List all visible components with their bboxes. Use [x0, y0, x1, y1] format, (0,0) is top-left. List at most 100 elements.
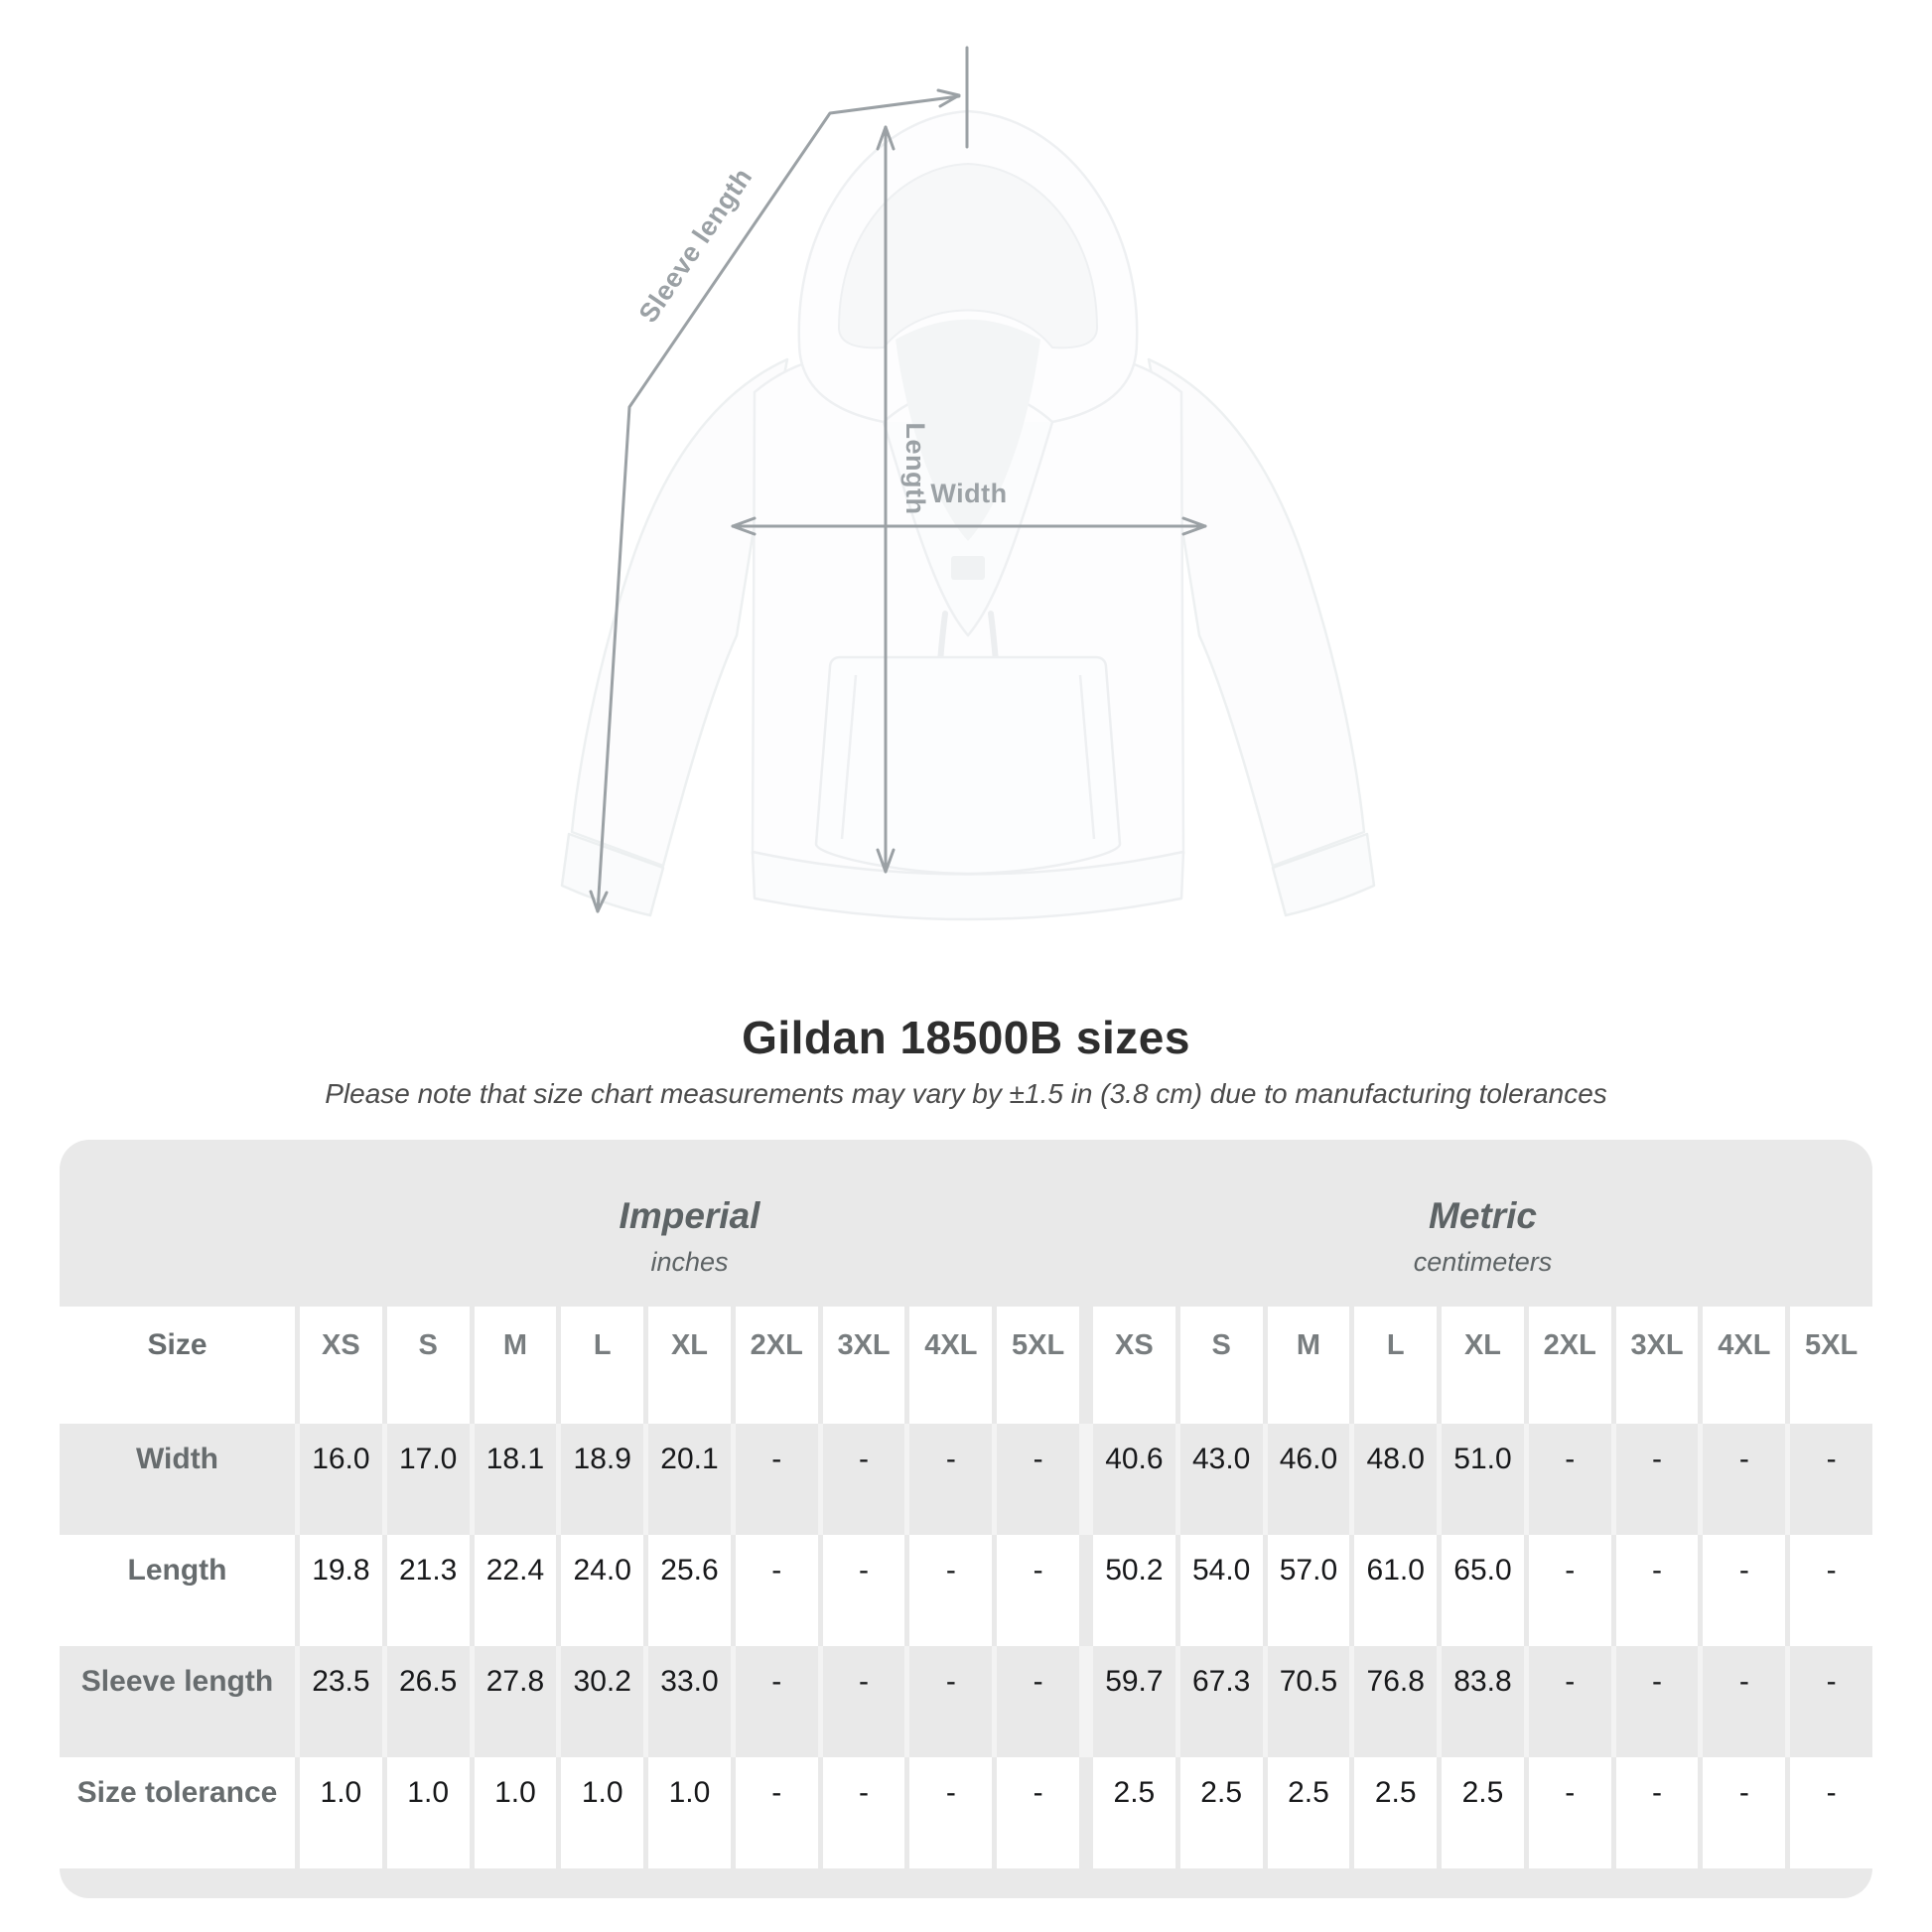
value-cell: 2.5: [1354, 1757, 1438, 1868]
hoodie-shape: [560, 109, 1376, 921]
value-cell: 1.0: [561, 1757, 644, 1868]
size-column-header: XL: [1442, 1307, 1524, 1424]
value-cell: 46.0: [1267, 1424, 1350, 1535]
size-column-header: M: [1267, 1307, 1350, 1424]
row-length: Length 19.8 21.3 22.4 24.0 25.6- - - -50.2 54.0 5…: [60, 1535, 1872, 1646]
row-label-length: Length: [60, 1535, 295, 1646]
page-title: Gildan 18500B sizes: [742, 1012, 1190, 1063]
size-column-header: XS: [1093, 1307, 1175, 1424]
value-cell: 48.0: [1354, 1424, 1438, 1535]
row-label-sleeve-length: Sleeve length: [60, 1646, 295, 1757]
size-column-header: S: [386, 1307, 470, 1424]
value-cell: 24.0: [561, 1535, 644, 1646]
value-cell: 83.8: [1442, 1646, 1524, 1757]
size-column-header: M: [474, 1307, 557, 1424]
value-cell: -: [997, 1646, 1079, 1757]
value-cell: 25.6: [648, 1535, 731, 1646]
value-cell: 33.0: [648, 1646, 731, 1757]
size-column-header: 3XL: [1615, 1307, 1699, 1424]
section-header-row: Imperial inches Metric centimeters: [60, 1140, 1872, 1307]
length-label: Length: [900, 423, 930, 515]
value-cell: -: [1703, 1535, 1786, 1646]
value-cell: -: [822, 1646, 905, 1757]
value-cell: -: [909, 1757, 993, 1868]
value-cell: -: [909, 1424, 993, 1535]
value-cell: 2.5: [1093, 1757, 1175, 1868]
value-cell: 1.0: [386, 1757, 470, 1868]
size-column-header: XL: [648, 1307, 731, 1424]
size-column-header: 4XL: [909, 1307, 993, 1424]
size-column-header: L: [561, 1307, 644, 1424]
value-cell: 65.0: [1442, 1535, 1524, 1646]
value-cell: 54.0: [1179, 1535, 1263, 1646]
size-column-header: XS: [300, 1307, 382, 1424]
header-row: Size XS S M L XL 2XL 3XL 4XL 5XL XS S M L XL 2XL 3XL 4XL…: [60, 1307, 1872, 1424]
value-cell: -: [735, 1424, 818, 1535]
size-column-header: 3XL: [822, 1307, 905, 1424]
value-cell: -: [735, 1757, 818, 1868]
value-cell: 1.0: [474, 1757, 557, 1868]
size-column-header: 4XL: [1703, 1307, 1786, 1424]
value-cell: -: [1790, 1424, 1872, 1535]
section-metric-unit: centimeters: [1413, 1247, 1553, 1277]
value-cell: 1.0: [648, 1757, 731, 1868]
hoodie-illustration: Sleeve length Length Width: [560, 46, 1376, 921]
section-imperial: Imperial inches: [300, 1140, 1079, 1307]
value-cell: -: [735, 1535, 818, 1646]
value-cell: -: [909, 1646, 993, 1757]
value-cell: 76.8: [1354, 1646, 1438, 1757]
size-column-header: 2XL: [735, 1307, 818, 1424]
value-cell: -: [1703, 1424, 1786, 1535]
value-cell: 67.3: [1179, 1646, 1263, 1757]
value-cell: 26.5: [386, 1646, 470, 1757]
value-cell: 20.1: [648, 1424, 731, 1535]
row-size-tolerance: Size tolerance 1.0 1.0 1.0 1.0 1.0- - - -2.5 2.5…: [60, 1757, 1872, 1868]
value-cell: 57.0: [1267, 1535, 1350, 1646]
value-cell: 22.4: [474, 1535, 557, 1646]
value-cell: 2.5: [1179, 1757, 1263, 1868]
row-width: Width 16.0 17.0 18.1 18.9 20.1- - - -40.6 43.0 46…: [60, 1424, 1872, 1535]
value-cell: 1.0: [300, 1757, 382, 1868]
size-column-header: S: [1179, 1307, 1263, 1424]
value-cell: 50.2: [1093, 1535, 1175, 1646]
table-footer: [60, 1868, 1872, 1898]
value-cell: 2.5: [1267, 1757, 1350, 1868]
value-cell: -: [1615, 1757, 1699, 1868]
value-cell: -: [1790, 1757, 1872, 1868]
size-column-header: 5XL: [1790, 1307, 1872, 1424]
value-cell: 27.8: [474, 1646, 557, 1757]
group-spacer: [1084, 1307, 1088, 1424]
value-cell: -: [1703, 1646, 1786, 1757]
value-cell: -: [997, 1757, 1079, 1868]
value-cell: 51.0: [1442, 1424, 1524, 1535]
section-metric: Metric centimeters: [1093, 1140, 1872, 1307]
value-cell: -: [1615, 1424, 1699, 1535]
tolerance-note: Please note that size chart measurements…: [325, 1078, 1607, 1109]
value-cell: 40.6: [1093, 1424, 1175, 1535]
value-cell: -: [1528, 1424, 1611, 1535]
value-cell: -: [1790, 1646, 1872, 1757]
value-cell: 2.5: [1442, 1757, 1524, 1868]
width-label: Width: [930, 479, 1007, 508]
row-sleeve-length: Sleeve length 23.5 26.5 27.8 30.2 33.0- - - -59…: [60, 1646, 1872, 1757]
value-cell: -: [735, 1646, 818, 1757]
section-metric-name: Metric: [1429, 1195, 1537, 1236]
length-arrow: [876, 125, 896, 874]
value-cell: -: [822, 1757, 905, 1868]
value-cell: 18.9: [561, 1424, 644, 1535]
value-cell: -: [1615, 1646, 1699, 1757]
value-cell: -: [997, 1424, 1079, 1535]
value-cell: -: [822, 1424, 905, 1535]
value-cell: 19.8: [300, 1535, 382, 1646]
value-cell: 30.2: [561, 1646, 644, 1757]
value-cell: 59.7: [1093, 1646, 1175, 1757]
value-cell: -: [1790, 1535, 1872, 1646]
value-cell: -: [1703, 1757, 1786, 1868]
size-header-cell: Size: [60, 1307, 295, 1424]
group-spacer: [1084, 1535, 1088, 1646]
value-cell: 70.5: [1267, 1646, 1350, 1757]
row-label-size-tolerance: Size tolerance: [60, 1757, 295, 1868]
value-cell: -: [1615, 1535, 1699, 1646]
section-imperial-unit: inches: [650, 1247, 729, 1277]
value-cell: 23.5: [300, 1646, 382, 1757]
